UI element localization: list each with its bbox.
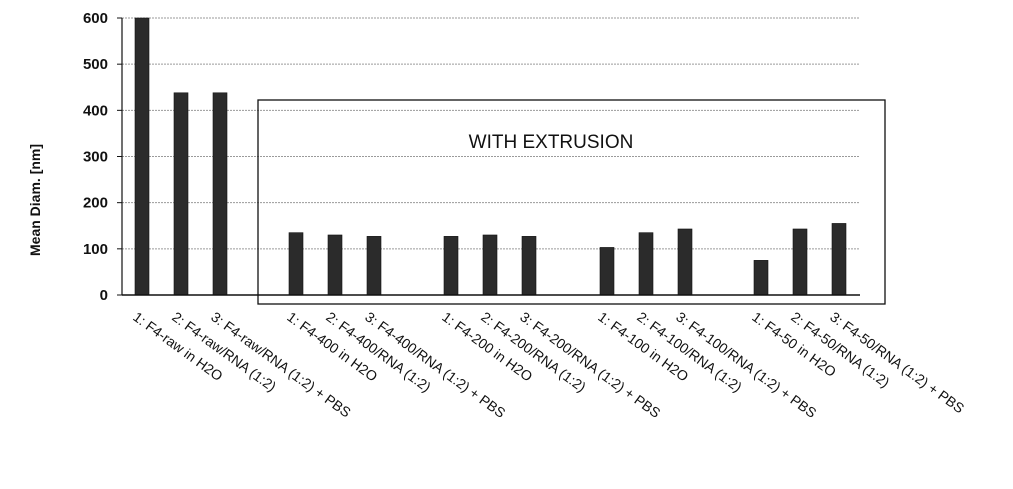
bar bbox=[443, 236, 459, 296]
bar bbox=[288, 232, 304, 296]
y-axis-label: Mean Diam. [nm] bbox=[27, 144, 43, 256]
y-tick-label: 0 bbox=[100, 287, 108, 304]
bar bbox=[482, 234, 498, 296]
bar bbox=[366, 236, 382, 296]
axes bbox=[117, 17, 860, 296]
y-tick-labels: 0 100 200 300 400 500 600 bbox=[83, 10, 108, 304]
bar bbox=[521, 236, 537, 296]
y-tick-label: 100 bbox=[83, 241, 108, 258]
bar bbox=[638, 232, 654, 296]
bars bbox=[134, 17, 847, 296]
y-tick-label: 300 bbox=[83, 149, 108, 166]
bar bbox=[753, 260, 769, 296]
y-tick-label: 600 bbox=[83, 10, 108, 27]
bar bbox=[327, 234, 343, 296]
y-tick-label: 200 bbox=[83, 195, 108, 212]
bar bbox=[599, 247, 615, 296]
annotation-box: WITH EXTRUSION bbox=[257, 99, 886, 305]
with-extrusion-label: WITH EXTRUSION bbox=[469, 132, 634, 153]
bar bbox=[212, 92, 228, 296]
gridlines bbox=[122, 17, 860, 250]
with-extrusion-box bbox=[257, 99, 886, 305]
bar bbox=[173, 92, 189, 296]
bar bbox=[792, 228, 808, 296]
bar bbox=[831, 223, 847, 296]
bar bbox=[134, 17, 150, 296]
y-tick-label: 500 bbox=[83, 56, 108, 73]
y-tick-label: 400 bbox=[83, 102, 108, 119]
bar bbox=[677, 228, 693, 296]
